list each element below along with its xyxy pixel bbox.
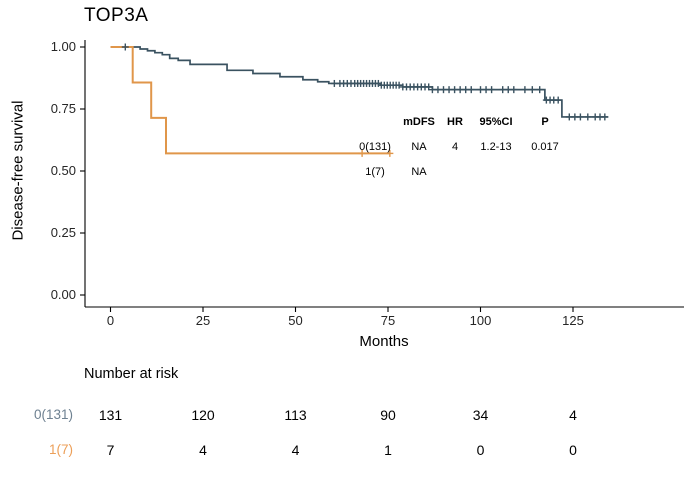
stats-value-cell: [522, 166, 568, 180]
stats-header-cell: 95%CI: [479, 116, 513, 128]
risk-count-value: 131: [98, 407, 123, 423]
x-tick-label: 125: [562, 313, 584, 328]
y-tick-label: 1.00: [50, 39, 76, 54]
plot-title: TOP3A: [84, 5, 149, 26]
y-tick-label: 0.50: [50, 163, 76, 178]
x-tick-label: 25: [195, 313, 211, 328]
plot-area: [80, 40, 684, 312]
y-tick-label: 0.75: [50, 101, 76, 116]
stats-corner-cell: [352, 116, 398, 130]
stats-annotation-table: mDFS HR 95%CI P 0(131) NA 4 1.2-13 0.017 1(7) NA: [352, 116, 568, 180]
risk-count-value: 1: [384, 442, 392, 458]
stats-value-cell: 0.017: [531, 141, 559, 153]
risk-count-value: 120: [191, 407, 215, 423]
risk-count-value: 0: [476, 442, 485, 458]
stats-row-label: 1(7): [365, 166, 385, 178]
stats-row-label: 0(131): [359, 141, 391, 153]
x-axis-title: Months: [359, 333, 409, 350]
stats-header-cell: mDFS: [403, 116, 435, 128]
risk-count-value: 90: [380, 407, 396, 423]
stats-value-cell: 1.2-13: [480, 141, 512, 153]
stats-value-cell: [440, 166, 470, 180]
x-tick-label: 0: [106, 313, 115, 328]
risk-count-value: 4: [199, 442, 207, 458]
y-axis-title: Disease-free survival: [9, 100, 27, 241]
risk-count-value: 7: [106, 442, 115, 458]
stats-value-cell: NA: [411, 166, 427, 178]
stats-header-cell: P: [541, 116, 549, 128]
x-tick-label: 100: [469, 313, 492, 328]
stats-header-cell: HR: [447, 116, 463, 128]
x-tick-label: 75: [380, 313, 396, 328]
stats-value-cell: [470, 166, 522, 180]
risk-count-value: 0: [569, 442, 577, 458]
risk-count-value: 4: [569, 407, 577, 423]
y-tick-label: 0.25: [50, 225, 76, 240]
risk-count-value: 34: [472, 407, 489, 423]
risk-count-value: 113: [284, 407, 307, 423]
risk-row-label: 0(131): [33, 407, 73, 422]
risk-table-title: Number at risk: [84, 366, 179, 382]
stats-value-cell: NA: [411, 141, 427, 153]
y-tick-label: 0.00: [50, 287, 76, 302]
survival-curve-0(131): [110, 46, 609, 118]
survival-curve-1(7): [110, 46, 390, 155]
x-tick-label: 50: [288, 313, 303, 328]
stats-value-cell: 4: [451, 141, 459, 153]
risk-row-label: 1(7): [48, 442, 73, 457]
risk-count-value: 4: [291, 442, 300, 458]
